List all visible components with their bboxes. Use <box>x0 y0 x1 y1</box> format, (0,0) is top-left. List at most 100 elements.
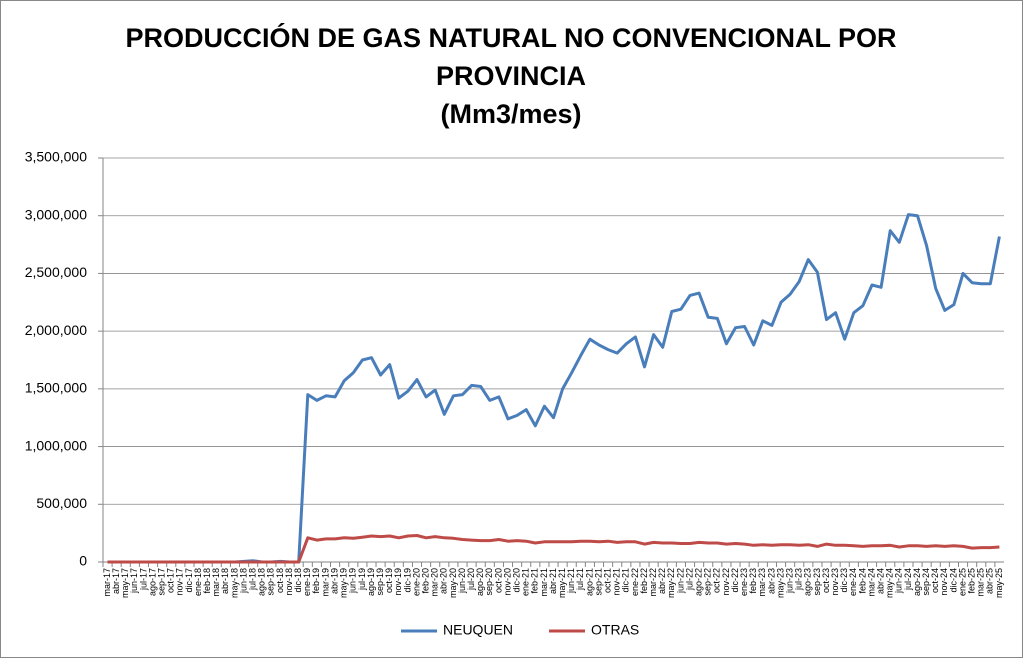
x-tick-label: jun-22 <box>675 568 685 594</box>
y-tick-label: 2,000,000 <box>25 322 87 338</box>
x-tick-label: ene-18 <box>193 568 203 596</box>
x-tick-label: mar-19 <box>320 568 330 597</box>
x-tick-label: may-21 <box>557 568 567 598</box>
x-tick-label: feb-18 <box>202 568 212 594</box>
y-tick-label: 3,500,000 <box>25 149 87 165</box>
y-tick-label: 500,000 <box>36 495 87 511</box>
x-tick-label: nov-24 <box>939 568 949 596</box>
x-tick-label: oct-19 <box>384 568 394 593</box>
x-tick-label: jun-24 <box>894 568 904 594</box>
x-tick-label: dic-18 <box>293 568 303 593</box>
x-tick-label: mar-21 <box>539 568 549 597</box>
legend-label: OTRAS <box>591 622 639 638</box>
y-tick-label: 1,500,000 <box>25 380 87 396</box>
x-tick-label: dic-22 <box>730 568 740 593</box>
x-tick-label: feb-25 <box>967 568 977 594</box>
x-tick-label: feb-23 <box>748 568 758 594</box>
x-tick-label: oct-20 <box>493 568 503 593</box>
x-tick-label: may-20 <box>448 568 458 598</box>
x-tick-label: abr-24 <box>876 568 886 594</box>
x-tick-label: ene-23 <box>739 568 749 596</box>
x-tick-label: abr-19 <box>329 568 339 594</box>
y-tick-label: 0 <box>79 553 87 569</box>
x-tick-label: may-19 <box>339 568 349 598</box>
x-tick-label: feb-22 <box>639 568 649 594</box>
x-tick-label: oct-17 <box>166 568 176 593</box>
x-tick-label: sep-18 <box>266 568 276 596</box>
title-block: PRODUCCIÓN DE GAS NATURAL NO CONVENCIONA… <box>111 19 911 133</box>
x-tick-label: may-25 <box>994 568 1004 598</box>
x-tick-label: mar-24 <box>866 568 876 597</box>
x-tick-label: ene-25 <box>957 568 967 596</box>
x-tick-label: nov-19 <box>393 568 403 596</box>
x-tick-label: jun-20 <box>457 568 467 594</box>
x-tick-label: abr-20 <box>439 568 449 594</box>
x-tick-label: sep-24 <box>921 568 931 596</box>
x-tick-label: mar-23 <box>757 568 767 597</box>
x-tick-label: ene-19 <box>302 568 312 596</box>
x-tick-label: abr-17 <box>111 568 121 594</box>
x-tick-label: jun-23 <box>785 568 795 594</box>
x-tick-label: jul-18 <box>248 568 258 591</box>
x-tick-label: ene-21 <box>521 568 531 596</box>
x-tick-label: nov-22 <box>721 568 731 596</box>
x-tick-label: abr-21 <box>548 568 558 594</box>
x-tick-label: dic-20 <box>511 568 521 593</box>
x-tick-label: ago-20 <box>475 568 485 596</box>
x-tick-label: jul-17 <box>138 568 148 591</box>
x-tick-label: ene-24 <box>848 568 858 596</box>
x-tick-label: oct-21 <box>602 568 612 593</box>
x-tick-label: ago-23 <box>803 568 813 596</box>
x-tick-label: mar-20 <box>430 568 440 597</box>
x-tick-label: abr-23 <box>766 568 776 594</box>
x-tick-label: may-22 <box>666 568 676 598</box>
x-tick-label: sep-22 <box>703 568 713 596</box>
x-tick-label: abr-18 <box>220 568 230 594</box>
x-tick-label: ago-18 <box>257 568 267 596</box>
x-tick-label: jun-17 <box>129 568 139 594</box>
x-tick-label: jun-18 <box>238 568 248 594</box>
x-tick-label: ene-20 <box>411 568 421 596</box>
x-tick-label: may-18 <box>229 568 239 598</box>
x-tick-label: feb-21 <box>530 568 540 594</box>
x-tick-label: jul-24 <box>903 568 913 591</box>
x-tick-label: oct-23 <box>821 568 831 593</box>
x-tick-label: ago-24 <box>912 568 922 596</box>
x-tick-label: jul-20 <box>466 568 476 591</box>
x-tick-label: feb-19 <box>311 568 321 594</box>
chart-subtitle: (Mm3/mes) <box>440 99 582 129</box>
x-tick-label: ene-22 <box>630 568 640 596</box>
y-tick-label: 1,000,000 <box>25 437 87 453</box>
x-tick-label: ago-19 <box>366 568 376 596</box>
x-tick-label: jul-22 <box>684 568 694 591</box>
x-tick-label: nov-21 <box>612 568 622 596</box>
x-tick-label: may-24 <box>885 568 895 598</box>
x-tick-label: dic-19 <box>402 568 412 593</box>
x-tick-label: mar-18 <box>211 568 221 597</box>
x-tick-label: mar-22 <box>648 568 658 597</box>
x-tick-label: feb-20 <box>420 568 430 594</box>
x-tick-label: sep-21 <box>593 568 603 596</box>
x-tick-label: may-17 <box>120 568 130 598</box>
x-tick-label: jun-21 <box>566 568 576 594</box>
chart-title: PRODUCCIÓN DE GAS NATURAL NO CONVENCIONA… <box>125 23 897 91</box>
x-tick-label: oct-24 <box>930 568 940 593</box>
x-tick-label: sep-19 <box>375 568 385 596</box>
series-line <box>107 213 1001 564</box>
x-tick-label: oct-22 <box>712 568 722 593</box>
y-tick-label: 2,500,000 <box>25 264 87 280</box>
x-tick-label: jul-21 <box>575 568 585 591</box>
x-tick-label: ago-22 <box>693 568 703 596</box>
x-tick-label: nov-23 <box>830 568 840 596</box>
x-tick-label: dic-24 <box>948 568 958 593</box>
x-tick-label: oct-18 <box>275 568 285 593</box>
x-tick-label: may-23 <box>775 568 785 598</box>
legend-label: NEUQUEN <box>443 622 513 638</box>
x-tick-label: abr-25 <box>985 568 995 594</box>
x-tick-label: abr-22 <box>657 568 667 594</box>
x-tick-label: jul-19 <box>357 568 367 591</box>
x-tick-label: dic-21 <box>621 568 631 593</box>
x-tick-label: sep-23 <box>812 568 822 596</box>
x-tick-label: mar-25 <box>976 568 986 597</box>
